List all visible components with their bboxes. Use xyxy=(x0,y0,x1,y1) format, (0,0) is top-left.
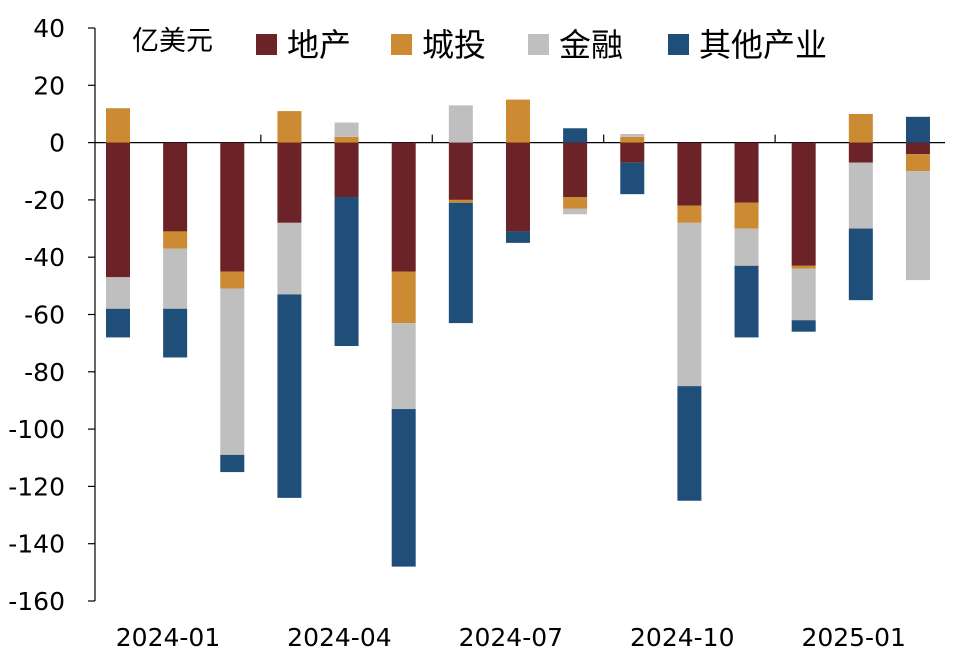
bar-segment xyxy=(163,308,188,358)
bar-segment xyxy=(277,111,302,143)
y-tick-label: -160 xyxy=(8,587,65,616)
bar-segment xyxy=(220,142,245,272)
y-tick-label: -20 xyxy=(24,186,65,215)
bar-segment xyxy=(791,320,816,332)
bar-segment xyxy=(163,248,188,309)
legend-swatch xyxy=(668,34,689,55)
bar-segment xyxy=(391,409,416,567)
bar-segment xyxy=(106,277,130,309)
bar-segment xyxy=(791,268,816,321)
bar-segment xyxy=(677,222,702,387)
bar-segment xyxy=(905,116,930,143)
unit-label: 亿美元 xyxy=(132,26,213,57)
bar-segment xyxy=(106,308,130,338)
y-tick-label: -120 xyxy=(8,472,65,501)
bar-segment xyxy=(848,113,873,143)
bar-segment xyxy=(277,142,302,223)
legend-swatch xyxy=(256,34,277,55)
bar-segment xyxy=(391,323,416,410)
bar-segment xyxy=(163,142,188,232)
x-tick-label: 2025-01 xyxy=(801,623,905,652)
tick-labels: 40 20 0 -20 -40 -60 -80 -100 -120 -140 -160 2024-01… xyxy=(8,14,906,652)
bar-segment xyxy=(677,205,702,223)
bar-segment xyxy=(734,228,759,266)
bar-segment xyxy=(677,386,702,501)
bar-segment xyxy=(448,199,473,203)
bar-segment xyxy=(734,265,759,338)
bar-segment xyxy=(905,154,930,172)
bar-segment xyxy=(620,162,645,195)
bar-segment xyxy=(448,202,473,324)
bar-segment xyxy=(334,142,359,198)
bar-segment xyxy=(791,142,816,266)
legend-label: 城投 xyxy=(422,26,486,64)
bar-segment xyxy=(277,294,302,498)
legend: 亿美元 地产 城投 金融 其他产业 xyxy=(132,26,827,64)
bar-segment xyxy=(563,128,588,143)
bar-segment xyxy=(677,142,702,206)
bar-segment xyxy=(334,122,359,137)
bar-segment xyxy=(163,231,188,249)
bar-segment xyxy=(848,228,873,301)
legend-swatch xyxy=(528,34,549,55)
bar-segment xyxy=(334,136,359,143)
bar-segment xyxy=(448,105,473,143)
bar-segment xyxy=(620,136,645,143)
bar-segment xyxy=(391,142,416,272)
bar-segment xyxy=(848,162,873,229)
bar-segment xyxy=(848,142,873,163)
bar-segment xyxy=(220,288,245,455)
y-tick-label: 20 xyxy=(33,71,65,100)
y-tick-label: -80 xyxy=(24,358,65,387)
bar-segment xyxy=(220,454,245,473)
bar-segment xyxy=(505,99,530,143)
x-tick-label: 2024-07 xyxy=(459,623,563,652)
bar-segment xyxy=(734,202,759,229)
y-tick-label: -60 xyxy=(24,301,65,330)
y-tick-label: -140 xyxy=(8,530,65,559)
y-tick-label: -100 xyxy=(8,415,65,444)
bar-segment xyxy=(620,134,645,137)
bar-segment xyxy=(220,271,245,289)
x-tick-label: 2024-10 xyxy=(630,623,734,652)
bar-segment xyxy=(734,142,759,203)
y-tick-label: 0 xyxy=(49,129,65,158)
y-tick-label: 40 xyxy=(33,14,65,43)
bar-segment xyxy=(391,271,416,324)
x-tick-label: 2024-04 xyxy=(287,623,391,652)
bar-segment xyxy=(106,108,130,143)
bar-segment xyxy=(106,142,130,278)
bar-segment xyxy=(563,208,588,215)
legend-label: 其他产业 xyxy=(699,26,827,64)
y-tick-label: -40 xyxy=(24,243,65,272)
bar-segment xyxy=(448,142,473,200)
bars xyxy=(106,99,930,567)
legend-label: 地产 xyxy=(287,26,351,64)
bar-segment xyxy=(620,142,645,163)
bar-segment xyxy=(505,231,530,243)
bar-segment xyxy=(791,265,816,269)
legend-swatch xyxy=(391,34,412,55)
legend-label: 金融 xyxy=(559,26,623,64)
bar-segment xyxy=(905,142,930,155)
bar-segment xyxy=(334,197,359,347)
bar-segment xyxy=(905,171,930,281)
bar-segment xyxy=(563,197,588,209)
bar-segment xyxy=(505,142,530,232)
bar-segment xyxy=(277,222,302,295)
x-tick-label: 2024-01 xyxy=(116,623,220,652)
bar-segment xyxy=(563,142,588,198)
